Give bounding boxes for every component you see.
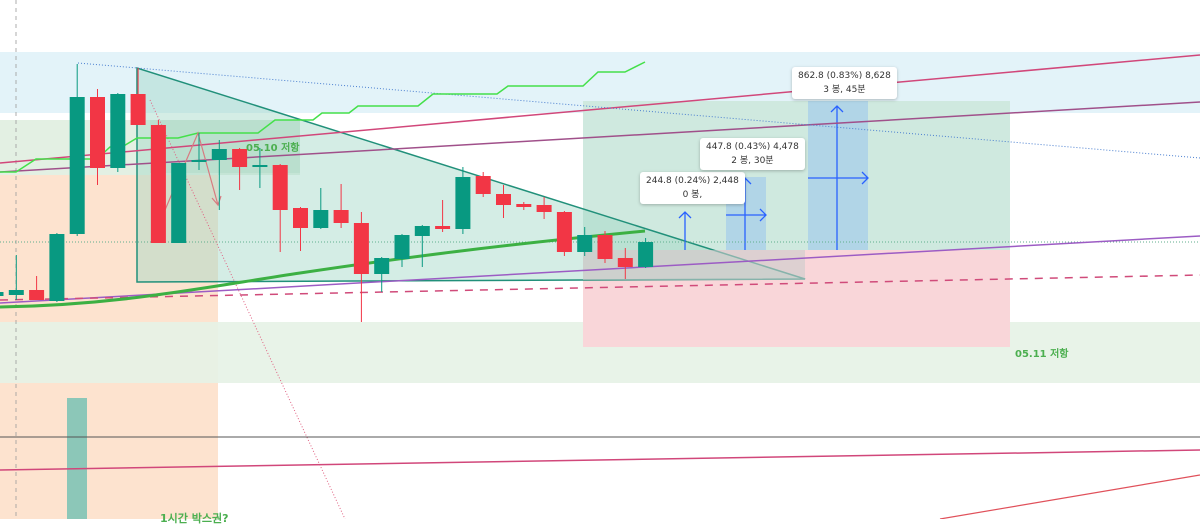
candle[interactable] bbox=[232, 148, 248, 190]
pink-dotted-diagonal[interactable] bbox=[149, 99, 346, 519]
candle-body bbox=[394, 235, 410, 259]
candle-body bbox=[272, 165, 288, 210]
pink-dashed-line[interactable] bbox=[0, 274, 1200, 301]
red-lower-line[interactable] bbox=[939, 474, 1200, 519]
measure-2-value: 447.8 (0.43%) 4,478 bbox=[706, 142, 799, 152]
candle-body bbox=[69, 97, 85, 234]
candle-body bbox=[252, 165, 268, 167]
candle-body bbox=[150, 125, 166, 243]
candle-body bbox=[435, 226, 451, 229]
zone-0510-label: 05.10 저항 bbox=[246, 143, 300, 154]
candle[interactable] bbox=[191, 133, 207, 170]
candle[interactable] bbox=[110, 93, 126, 172]
candle[interactable] bbox=[293, 207, 308, 251]
candle-body bbox=[130, 94, 146, 125]
candle[interactable] bbox=[435, 200, 451, 232]
candle-body bbox=[191, 160, 207, 162]
candle-body bbox=[374, 258, 390, 274]
candle-body bbox=[577, 235, 593, 252]
candle-body bbox=[638, 242, 654, 267]
candle[interactable] bbox=[171, 163, 187, 243]
candle[interactable] bbox=[414, 225, 430, 267]
candle[interactable] bbox=[29, 276, 45, 300]
candle-body bbox=[232, 149, 248, 167]
measure-3-bars: 3 봉, 45분 bbox=[823, 85, 866, 95]
candle-body bbox=[455, 177, 471, 229]
candle[interactable] bbox=[333, 184, 349, 228]
candle[interactable] bbox=[516, 202, 532, 210]
candles bbox=[0, 64, 654, 322]
candle[interactable] bbox=[617, 248, 633, 279]
candle[interactable] bbox=[252, 148, 268, 188]
candle-body bbox=[597, 235, 613, 259]
candle-body bbox=[516, 204, 532, 207]
candle-body bbox=[0, 292, 4, 296]
candle[interactable] bbox=[49, 233, 65, 302]
measure-bar-3[interactable] bbox=[808, 101, 868, 250]
candle[interactable] bbox=[353, 212, 369, 322]
candle[interactable] bbox=[150, 120, 166, 243]
candle-body bbox=[29, 290, 45, 300]
candle-body bbox=[414, 226, 430, 236]
zone-0511-label: 05.11 저항 bbox=[1015, 349, 1069, 360]
candle[interactable] bbox=[556, 211, 572, 256]
candle-body bbox=[333, 210, 349, 223]
volume-bar bbox=[67, 398, 87, 519]
candle[interactable] bbox=[577, 227, 593, 256]
measure-label-3[interactable]: 862.8 (0.83%) 8,628 3 봉, 45분 bbox=[792, 67, 897, 99]
candle[interactable] bbox=[597, 231, 613, 263]
candle-body bbox=[496, 194, 511, 205]
candle-body bbox=[110, 94, 126, 168]
candle[interactable] bbox=[638, 238, 654, 268]
measure-3-value: 862.8 (0.83%) 8,628 bbox=[798, 71, 891, 81]
candle-body bbox=[293, 208, 308, 228]
candle-body bbox=[49, 234, 65, 301]
measure-1-bars: 0 봉, bbox=[682, 190, 703, 200]
candle[interactable] bbox=[8, 255, 24, 300]
candle-body bbox=[353, 223, 369, 274]
trendline-pink-upper[interactable] bbox=[0, 54, 1200, 164]
candle-body bbox=[8, 290, 24, 295]
candle-body bbox=[171, 163, 187, 243]
candle-body bbox=[313, 210, 329, 228]
candle[interactable] bbox=[69, 64, 85, 236]
measure-2-bars: 2 봉, 30분 bbox=[731, 156, 774, 166]
candle[interactable] bbox=[211, 140, 227, 210]
purple-support-line[interactable] bbox=[0, 235, 1200, 304]
candle[interactable] bbox=[475, 172, 491, 197]
candle-body bbox=[617, 258, 633, 267]
triangle-pattern[interactable] bbox=[136, 66, 806, 283]
measure-1-value: 244.8 (0.24%) 2,448 bbox=[646, 176, 739, 186]
candle[interactable] bbox=[496, 185, 511, 218]
candle[interactable] bbox=[313, 188, 329, 229]
measure-arrows bbox=[678, 105, 869, 250]
candle[interactable] bbox=[0, 291, 4, 297]
candle[interactable] bbox=[394, 234, 410, 267]
candle-body bbox=[536, 205, 552, 212]
measure-label-1[interactable]: 244.8 (0.24%) 2,448 0 봉, bbox=[640, 172, 745, 204]
candle[interactable] bbox=[90, 89, 105, 185]
box-range-label: 1시간 박스권? bbox=[160, 512, 229, 525]
candle-body bbox=[90, 97, 105, 168]
measure-label-2[interactable]: 447.8 (0.43%) 4,478 2 봉, 30분 bbox=[700, 138, 805, 170]
pink-lower-line[interactable] bbox=[0, 449, 1200, 471]
candle-body bbox=[211, 149, 227, 160]
moving-average-green bbox=[0, 229, 646, 309]
candle-body bbox=[556, 212, 572, 252]
candle[interactable] bbox=[455, 167, 471, 234]
candle[interactable] bbox=[374, 257, 390, 292]
candle[interactable] bbox=[130, 68, 146, 125]
candle[interactable] bbox=[536, 197, 552, 219]
step-line-green bbox=[0, 61, 646, 173]
candle-body bbox=[475, 176, 491, 194]
candle[interactable] bbox=[272, 164, 288, 252]
